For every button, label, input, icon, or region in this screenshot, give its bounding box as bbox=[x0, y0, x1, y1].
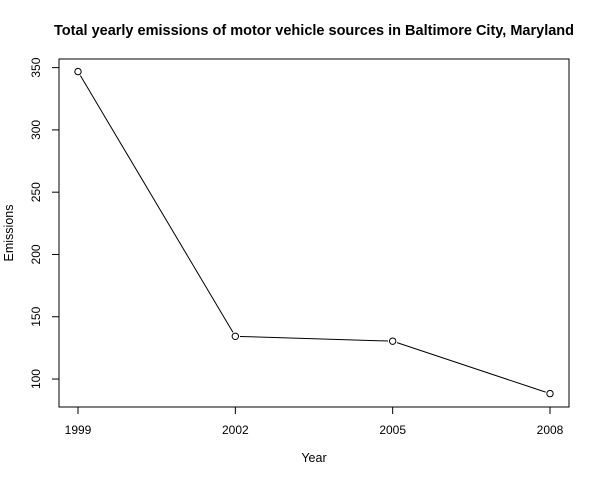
plot-frame bbox=[58, 58, 570, 408]
x-tick-label: 2005 bbox=[379, 423, 406, 437]
x-tick-label: 2002 bbox=[222, 423, 249, 437]
chart-title: Total yearly emissions of motor vehicle … bbox=[54, 23, 574, 39]
series-line-segment bbox=[239, 335, 389, 342]
y-tick-label: 200 bbox=[29, 244, 43, 264]
x-tick-label: 2008 bbox=[537, 423, 564, 437]
series-line-segment bbox=[79, 75, 234, 333]
y-tick-label: 300 bbox=[29, 120, 43, 140]
plot-marks: 1999 2002 2005 2008 100 150 200 250 300 350 bbox=[29, 57, 564, 437]
data-point bbox=[388, 337, 397, 345]
data-point bbox=[546, 389, 554, 398]
y-tick-label: 150 bbox=[29, 306, 43, 326]
series-line-segment bbox=[396, 342, 546, 393]
y-axis-label: Emissions bbox=[2, 205, 16, 262]
y-tick-label: 350 bbox=[29, 57, 43, 77]
y-tick-label: 250 bbox=[29, 182, 43, 202]
data-point bbox=[231, 332, 240, 341]
y-tick-label: 100 bbox=[29, 369, 43, 389]
x-axis-label: Year bbox=[301, 451, 326, 465]
data-point bbox=[74, 67, 82, 76]
x-tick-label: 1999 bbox=[65, 423, 92, 437]
